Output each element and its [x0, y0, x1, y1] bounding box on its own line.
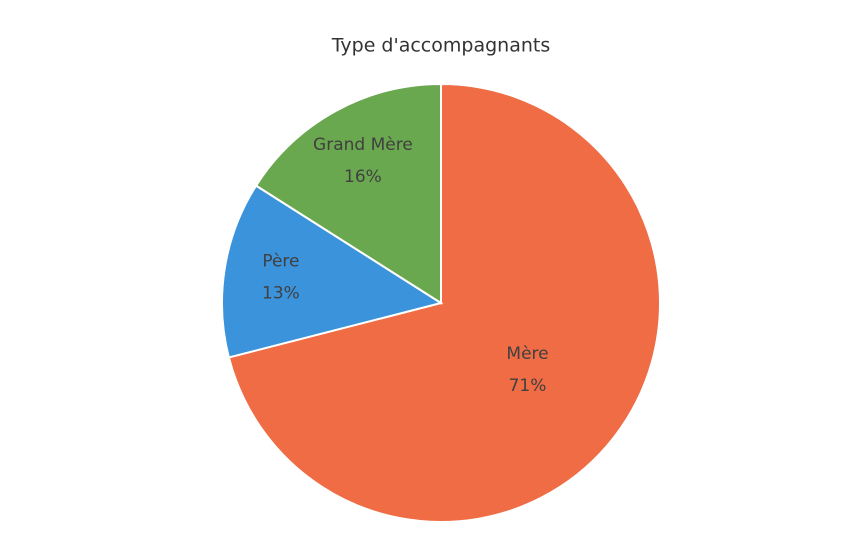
pie-slice	[227, 82, 661, 523]
slice-label: Père	[262, 252, 299, 272]
pie-slice	[221, 184, 444, 359]
pie-slice	[254, 82, 442, 305]
slice-label: Mère	[506, 344, 548, 364]
slice-value-label: 71%	[509, 376, 547, 396]
chart-title: Type d'accompagnants	[331, 35, 550, 57]
slice-value-label: 13%	[262, 284, 300, 304]
slice-label: Grand Mère	[313, 135, 413, 155]
slice-value-label: 16%	[344, 167, 382, 187]
